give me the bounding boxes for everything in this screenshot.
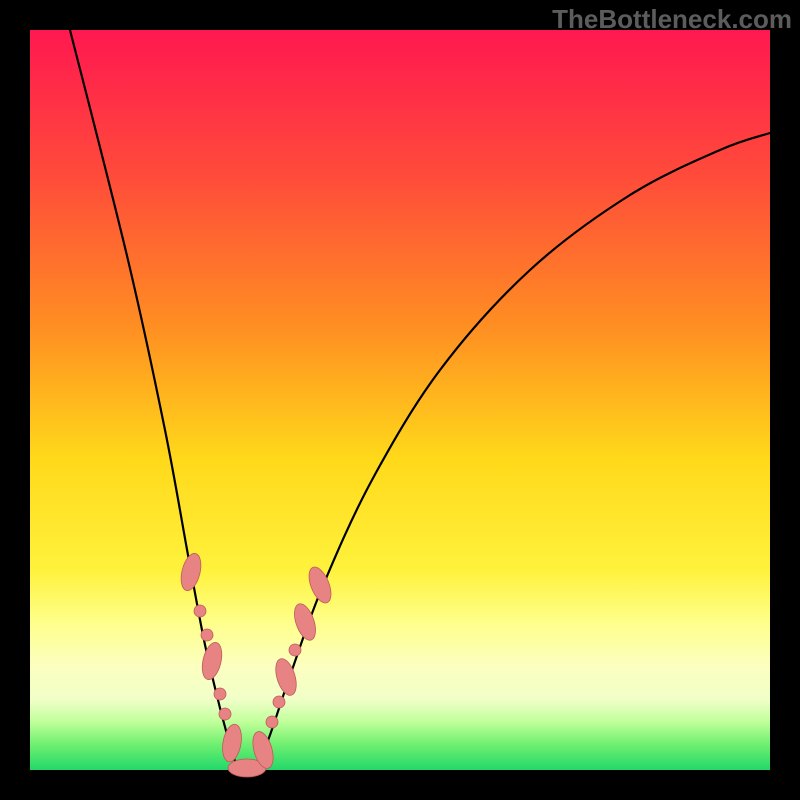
marker bbox=[289, 644, 301, 656]
watermark-text: TheBottleneck.com bbox=[552, 4, 792, 35]
marker bbox=[214, 688, 226, 700]
marker bbox=[273, 696, 285, 708]
marker bbox=[201, 629, 213, 641]
marker bbox=[266, 716, 278, 728]
gradient-plot-area bbox=[30, 30, 770, 770]
marker bbox=[194, 605, 206, 617]
marker bbox=[219, 708, 231, 720]
plot-svg bbox=[0, 0, 800, 800]
chart-container: TheBottleneck.com bbox=[0, 0, 800, 800]
